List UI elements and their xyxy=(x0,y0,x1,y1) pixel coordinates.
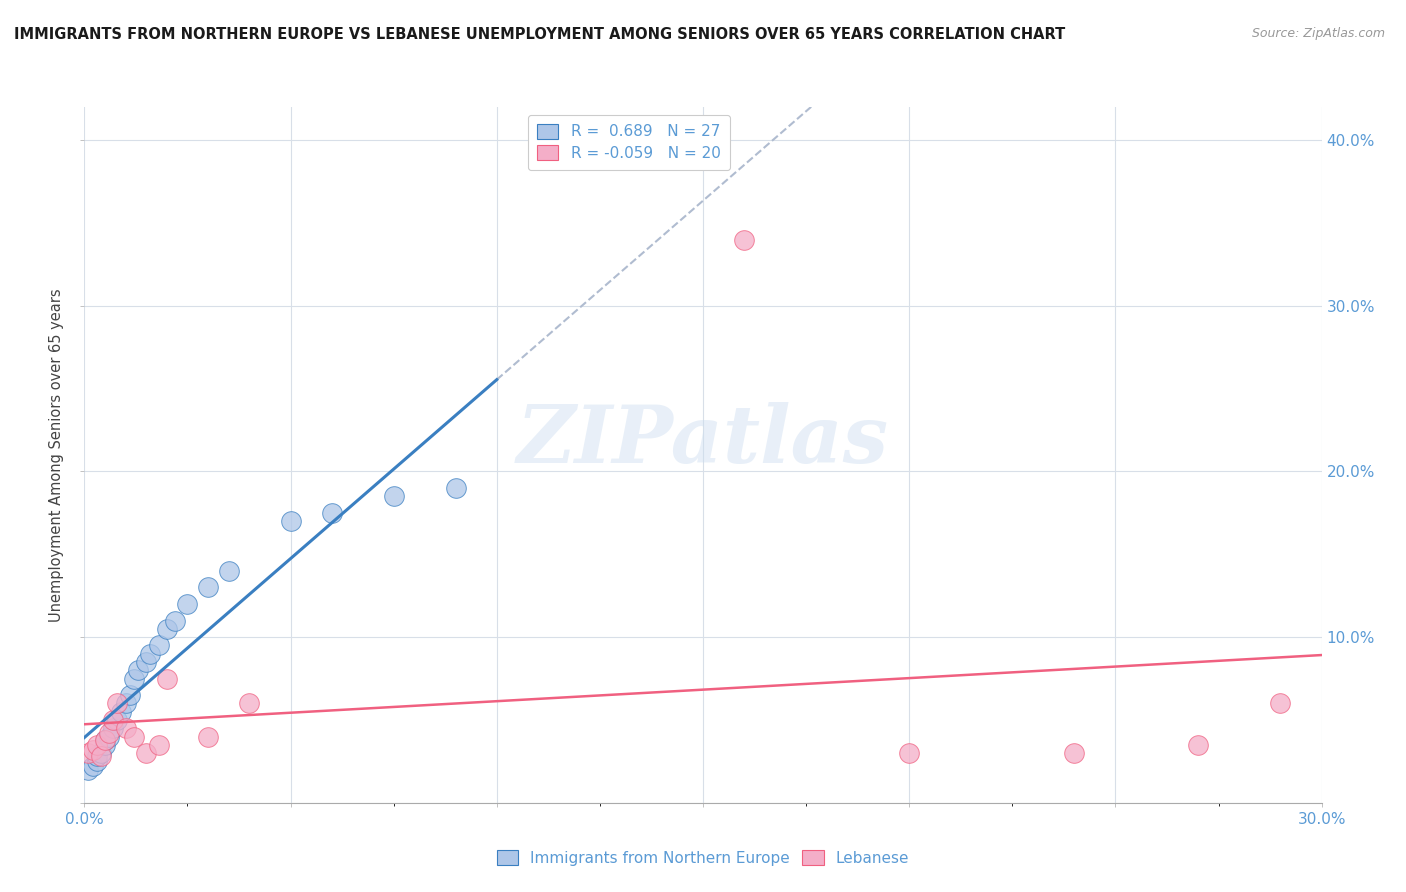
Point xyxy=(86,738,108,752)
Text: ZIPatlas: ZIPatlas xyxy=(517,402,889,480)
Point xyxy=(382,489,405,503)
Point xyxy=(135,655,157,669)
Point xyxy=(105,713,128,727)
Point xyxy=(156,672,179,686)
Point xyxy=(114,721,136,735)
Point xyxy=(135,746,157,760)
Point xyxy=(898,746,921,760)
Point xyxy=(122,730,145,744)
Point xyxy=(165,614,187,628)
Point xyxy=(98,730,121,744)
Point xyxy=(321,506,343,520)
Point xyxy=(176,597,198,611)
Point xyxy=(94,732,117,747)
Point xyxy=(280,514,302,528)
Point xyxy=(110,705,132,719)
Point xyxy=(127,663,149,677)
Point xyxy=(1187,738,1209,752)
Point xyxy=(122,672,145,686)
Point xyxy=(86,749,108,764)
Point xyxy=(82,759,104,773)
Point xyxy=(77,746,100,760)
Point xyxy=(103,713,125,727)
Point xyxy=(238,697,260,711)
Point xyxy=(103,721,125,735)
Text: IMMIGRANTS FROM NORTHERN EUROPE VS LEBANESE UNEMPLOYMENT AMONG SENIORS OVER 65 Y: IMMIGRANTS FROM NORTHERN EUROPE VS LEBAN… xyxy=(14,27,1066,42)
Point xyxy=(156,622,179,636)
Point xyxy=(114,697,136,711)
Point xyxy=(1270,697,1292,711)
Point xyxy=(733,233,755,247)
Point xyxy=(444,481,467,495)
Point xyxy=(90,746,112,760)
Y-axis label: Unemployment Among Seniors over 65 years: Unemployment Among Seniors over 65 years xyxy=(49,288,65,622)
Point xyxy=(77,763,100,777)
Point xyxy=(197,581,219,595)
Text: Source: ZipAtlas.com: Source: ZipAtlas.com xyxy=(1251,27,1385,40)
Point xyxy=(90,749,112,764)
Legend: Immigrants from Northern Europe, Lebanese: Immigrants from Northern Europe, Lebanes… xyxy=(491,844,915,871)
Point xyxy=(1063,746,1085,760)
Point xyxy=(82,743,104,757)
Point xyxy=(105,697,128,711)
Point xyxy=(218,564,240,578)
Point xyxy=(148,738,170,752)
Point xyxy=(86,755,108,769)
Point xyxy=(94,732,117,747)
Point xyxy=(98,726,121,740)
Point xyxy=(148,639,170,653)
Point xyxy=(94,738,117,752)
Point xyxy=(139,647,162,661)
Point xyxy=(118,688,141,702)
Point xyxy=(197,730,219,744)
